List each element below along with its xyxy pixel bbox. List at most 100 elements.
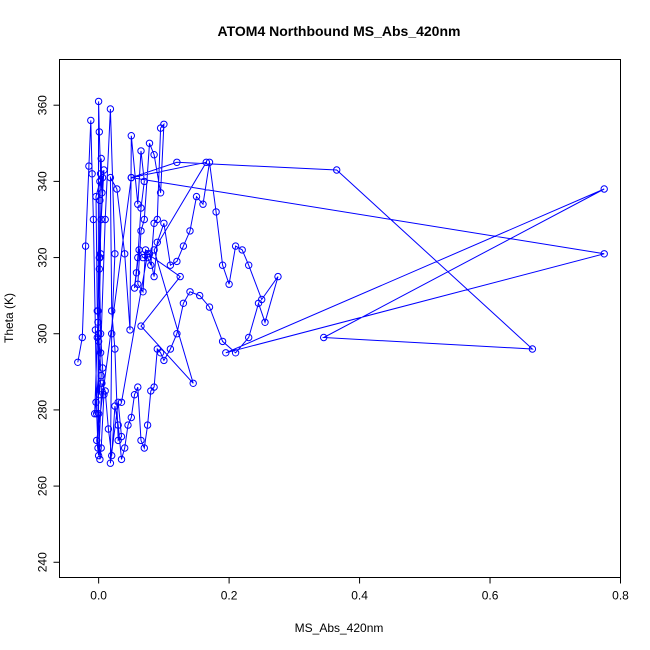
plot-area: [74, 97, 608, 467]
data-point: [74, 358, 82, 366]
data-point: [231, 349, 240, 357]
data-point: [127, 413, 136, 422]
data-point: [92, 192, 100, 201]
data-point: [96, 349, 105, 357]
data-point: [137, 147, 145, 155]
data-point: [93, 410, 101, 418]
data-point: [274, 272, 282, 281]
data-point: [98, 364, 107, 372]
data-point: [78, 333, 87, 342]
data-point: [96, 253, 104, 262]
data-point: [173, 257, 181, 266]
data-point: [85, 162, 93, 170]
data-point: [94, 330, 103, 338]
data-point: [320, 333, 328, 342]
data-point: [245, 333, 253, 342]
data-point: [93, 333, 102, 342]
data-point: [212, 208, 220, 216]
data-point: [94, 337, 103, 346]
data-point: [141, 246, 150, 254]
data-point: [600, 185, 608, 193]
data-point: [94, 444, 102, 452]
data-point: [160, 120, 168, 129]
data-point: [127, 173, 136, 182]
data-point: [127, 132, 136, 140]
data-point: [179, 299, 188, 307]
data-point: [111, 250, 119, 258]
data-point: [106, 459, 115, 467]
data-point: [222, 349, 230, 357]
data-point: [147, 261, 155, 269]
data-point: [121, 444, 129, 452]
data-point: [95, 265, 104, 273]
data-point: [139, 253, 147, 262]
data-point: [117, 398, 126, 406]
data-point: [145, 139, 154, 148]
data-point: [100, 166, 108, 174]
data-point: [97, 371, 105, 380]
y-tick-label: 360: [36, 95, 50, 115]
data-point: [93, 436, 101, 445]
data-point: [97, 215, 105, 224]
data-point: [147, 387, 155, 395]
data-point: [145, 250, 154, 258]
data-point: [121, 250, 129, 258]
data-point: [98, 189, 106, 197]
data-point: [153, 345, 162, 353]
data-point: [94, 451, 103, 460]
data-point: [225, 280, 233, 288]
data-point: [117, 455, 126, 464]
data-point: [150, 246, 158, 254]
data-point: [97, 444, 105, 452]
y-tick-label: 260: [36, 476, 50, 496]
data-point: [186, 288, 194, 296]
x-tick-label: 0.2: [221, 589, 238, 603]
data-point: [96, 250, 105, 258]
data-point: [173, 158, 181, 167]
data-point: [134, 253, 142, 262]
x-axis-label: MS_Abs_420nm: [295, 621, 384, 635]
data-point: [231, 242, 240, 250]
data-point: [140, 177, 149, 186]
data-point: [218, 261, 227, 269]
data-point: [166, 261, 175, 269]
data-point: [130, 391, 139, 399]
y-axis: 240 260 280 300 320 340 360: [36, 95, 60, 572]
data-point: [94, 410, 103, 418]
data-point: [179, 242, 188, 250]
data-point: [106, 173, 115, 182]
data-point: [137, 322, 145, 330]
data-point: [166, 345, 175, 353]
data-point: [95, 128, 104, 136]
data-point: [92, 398, 100, 406]
data-point: [134, 383, 142, 391]
data-point: [91, 410, 99, 418]
data-point: [137, 436, 145, 445]
data-point: [205, 303, 214, 311]
data-point: [104, 425, 113, 433]
data-point: [89, 215, 98, 224]
data-point: [173, 330, 181, 338]
data-point: [218, 337, 227, 346]
data-point: [108, 330, 116, 338]
data-point: [124, 421, 132, 429]
y-tick-label: 280: [36, 400, 50, 420]
y-tick-label: 340: [36, 171, 50, 191]
data-point: [140, 215, 149, 224]
chart-title: ATOM4 Northbound MS_Abs_420nm: [218, 23, 461, 39]
data-point: [143, 421, 152, 429]
data-point: [333, 166, 341, 174]
data-point: [205, 158, 214, 167]
data-point: [101, 387, 109, 395]
x-tick-label: 0.0: [90, 589, 107, 603]
data-point: [137, 204, 145, 212]
data-point: [97, 154, 105, 163]
data-point: [126, 326, 134, 334]
data-point: [96, 196, 104, 205]
data-point: [156, 189, 165, 197]
data-point: [113, 185, 121, 193]
data-point: [137, 227, 145, 235]
data-point: [81, 242, 90, 250]
data-point: [160, 219, 168, 228]
